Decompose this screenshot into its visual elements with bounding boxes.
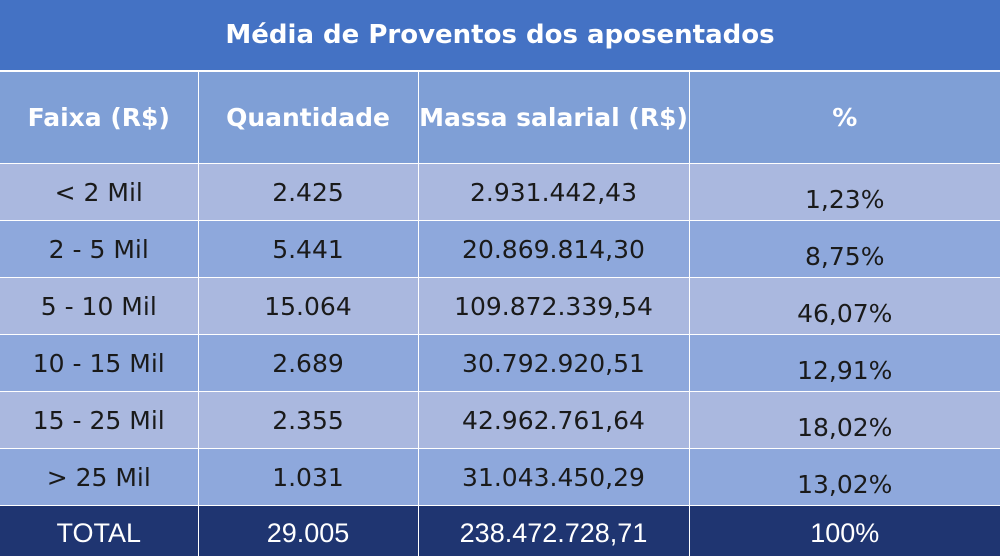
cell-percent: 12,91%	[688, 334, 1000, 392]
header-faixa: Faixa (R$)	[0, 72, 198, 164]
header-row: Faixa (R$) Quantidade Massa salarial (R$…	[0, 72, 1000, 164]
total-label: TOTAL	[0, 505, 198, 556]
table-row: 5 - 10 Mil 15.064 109.872.339,54 46,07%	[0, 277, 1000, 335]
cell-massa: 42.962.761,64	[417, 391, 689, 449]
cell-quantidade: 2.355	[197, 391, 418, 449]
cell-percent: 8,75%	[688, 220, 1000, 278]
header-quantidade: Quantidade	[197, 72, 418, 164]
cell-faixa: 5 - 10 Mil	[0, 277, 198, 335]
cell-quantidade: 5.441	[197, 220, 418, 278]
cell-massa: 30.792.920,51	[417, 334, 689, 392]
cell-massa: 109.872.339,54	[417, 277, 689, 335]
cell-massa: 20.869.814,30	[417, 220, 689, 278]
cell-percent: 13,02%	[688, 448, 1000, 506]
total-quantidade: 29.005	[197, 505, 418, 556]
cell-faixa: 2 - 5 Mil	[0, 220, 198, 278]
total-row: TOTAL 29.005 238.472.728,71 100%	[0, 505, 1000, 556]
table-row: > 25 Mil 1.031 31.043.450,29 13,02%	[0, 448, 1000, 506]
total-percent: 100%	[688, 505, 1000, 556]
table-row: 10 - 15 Mil 2.689 30.792.920,51 12,91%	[0, 334, 1000, 392]
table-row: 15 - 25 Mil 2.355 42.962.761,64 18,02%	[0, 391, 1000, 449]
header-percent: %	[688, 72, 1000, 164]
cell-percent: 1,23%	[688, 163, 1000, 221]
cell-percent: 18,02%	[688, 391, 1000, 449]
cell-faixa: < 2 Mil	[0, 163, 198, 221]
cell-quantidade: 2.425	[197, 163, 418, 221]
table-title: Média de Proventos dos aposentados	[0, 0, 1000, 72]
cell-quantidade: 15.064	[197, 277, 418, 335]
header-massa-salarial: Massa salarial (R$)	[417, 72, 689, 164]
table-row: 2 - 5 Mil 5.441 20.869.814,30 8,75%	[0, 220, 1000, 278]
cell-massa: 2.931.442,43	[417, 163, 689, 221]
cell-quantidade: 1.031	[197, 448, 418, 506]
cell-massa: 31.043.450,29	[417, 448, 689, 506]
cell-faixa: > 25 Mil	[0, 448, 198, 506]
total-massa: 238.472.728,71	[417, 505, 689, 556]
proventos-table: Faixa (R$) Quantidade Massa salarial (R$…	[0, 72, 1000, 556]
cell-percent: 46,07%	[688, 277, 1000, 335]
cell-faixa: 10 - 15 Mil	[0, 334, 198, 392]
cell-quantidade: 2.689	[197, 334, 418, 392]
table-row: < 2 Mil 2.425 2.931.442,43 1,23%	[0, 163, 1000, 221]
cell-faixa: 15 - 25 Mil	[0, 391, 198, 449]
